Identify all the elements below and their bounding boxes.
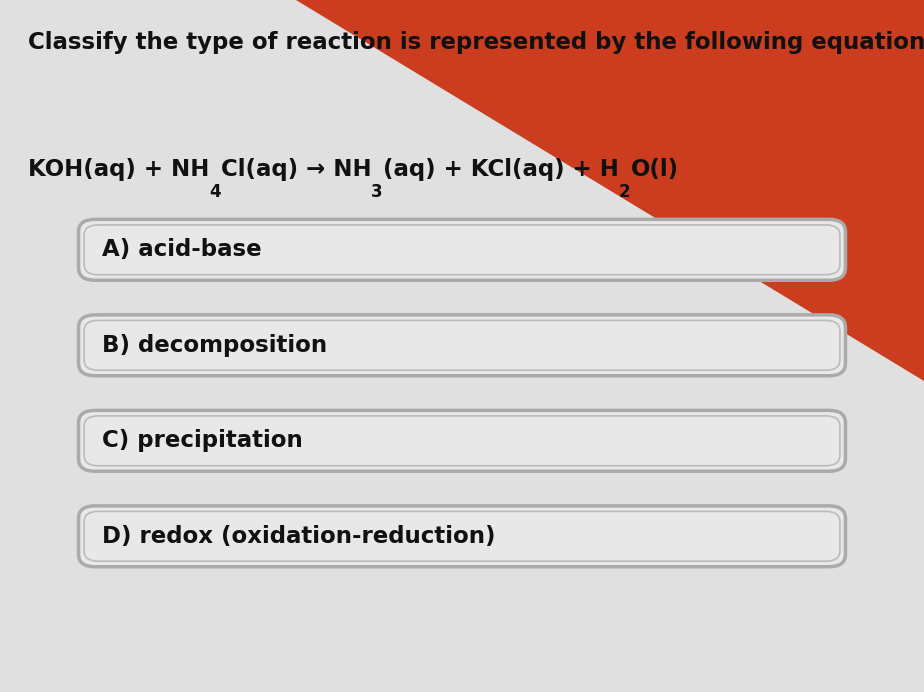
Text: B) decomposition: B) decomposition — [102, 334, 327, 357]
Text: A) acid-base: A) acid-base — [102, 238, 261, 262]
Text: O(l): O(l) — [630, 158, 678, 181]
Text: 4: 4 — [209, 183, 221, 201]
Text: Cl(aq) → NH: Cl(aq) → NH — [221, 158, 371, 181]
FancyBboxPatch shape — [79, 410, 845, 471]
Text: C) precipitation: C) precipitation — [102, 429, 302, 453]
Text: 2: 2 — [619, 183, 630, 201]
Text: D) redox (oxidation-reduction): D) redox (oxidation-reduction) — [102, 525, 495, 548]
FancyBboxPatch shape — [79, 506, 845, 567]
Text: KOH(aq) + NH: KOH(aq) + NH — [28, 158, 209, 181]
FancyBboxPatch shape — [79, 315, 845, 376]
Text: Classify the type of reaction is represented by the following equation:: Classify the type of reaction is represe… — [28, 31, 924, 54]
Text: 3: 3 — [371, 183, 383, 201]
Text: (aq) + KCl(aq) + H: (aq) + KCl(aq) + H — [383, 158, 619, 181]
FancyBboxPatch shape — [79, 219, 845, 280]
Polygon shape — [296, 0, 924, 381]
